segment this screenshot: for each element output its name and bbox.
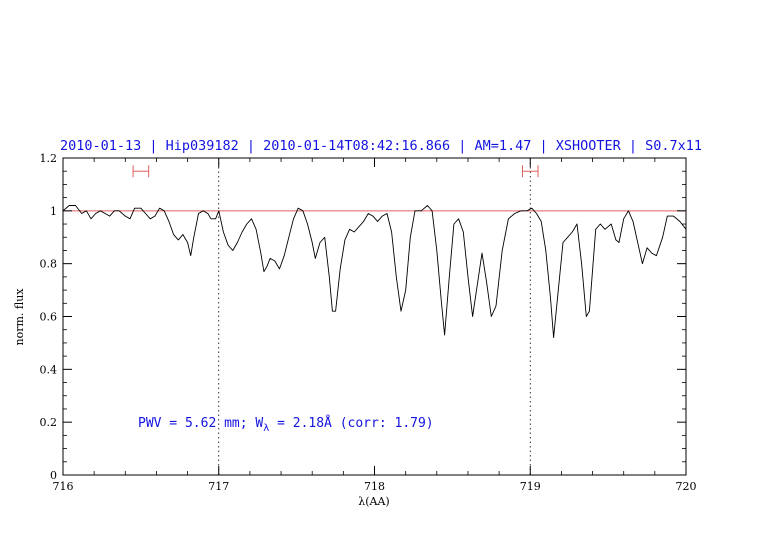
tick-layer: 716 717 718 719 720 0 0.2 0.4 0.6 0.8 1 1.2 xyxy=(40,152,697,493)
y-tick-label-2: 0.4 xyxy=(40,363,58,376)
y-axis-label: norm. flux xyxy=(13,288,26,346)
y-tick-label-0: 0 xyxy=(50,469,57,482)
range-marker-layer xyxy=(132,165,539,178)
y-tick-label-1: 0.2 xyxy=(40,416,58,429)
vertical-marker-layer xyxy=(218,158,531,475)
x-axis-label: λ(AA) xyxy=(358,495,389,508)
range-marker-1 xyxy=(521,165,539,178)
x-tick-label-2: 718 xyxy=(364,480,385,493)
series-layer xyxy=(62,205,687,339)
x-tick-label-4: 720 xyxy=(676,480,697,493)
range-marker-0 xyxy=(132,165,150,178)
x-tick-label-3: 719 xyxy=(520,480,541,493)
annotation-subscript: λ xyxy=(263,423,269,434)
y-tick-label-4: 0.8 xyxy=(40,258,58,271)
series-line-0 xyxy=(62,205,687,339)
annotation-prefix: PWV = 5.62 mm; W xyxy=(138,416,263,431)
chart-title: 2010-01-13 | Hip039182 | 2010-01-14T08:4… xyxy=(60,138,702,154)
y-tick-label-6: 1.2 xyxy=(40,152,58,165)
pwv-annotation: PWV = 5.62 mm; Wλ = 2.18Å (corr: 1.79) xyxy=(138,415,434,434)
x-tick-label-1: 717 xyxy=(208,480,229,493)
annotation-suffix: = 2.18Å (corr: 1.79) xyxy=(269,415,433,431)
y-tick-label-3: 0.6 xyxy=(40,311,58,324)
y-tick-label-5: 1 xyxy=(50,205,57,218)
x-tick-label-0: 716 xyxy=(53,480,74,493)
